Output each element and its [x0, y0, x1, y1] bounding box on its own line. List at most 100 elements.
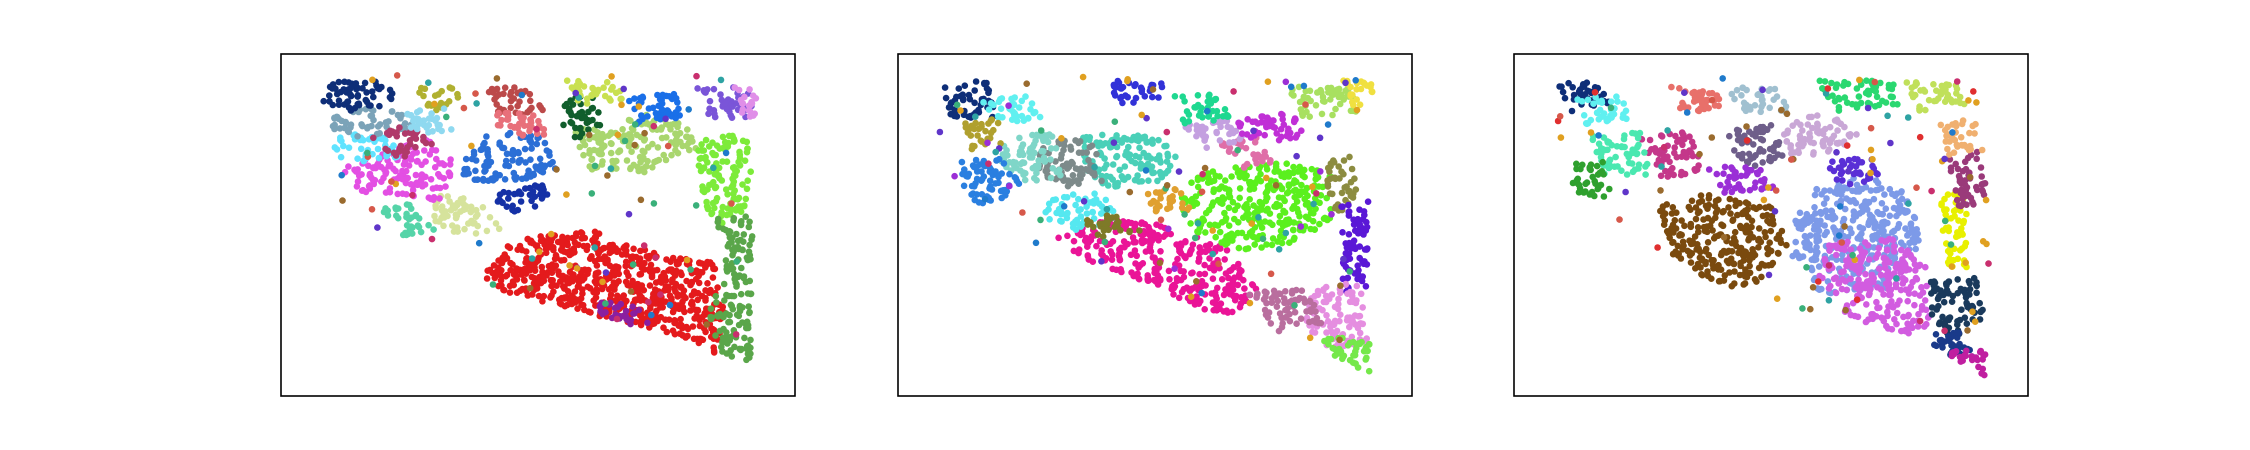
point-cluster-0-473 — [662, 277, 670, 284]
point-cluster-11-1392 — [676, 129, 684, 137]
point-cluster-21-1939 — [622, 307, 630, 315]
point-cluster-0-191 — [522, 248, 530, 255]
point-cluster-2-716 — [1116, 137, 1123, 144]
point-cluster-8-1150 — [370, 134, 377, 142]
point-cluster-3-883 — [1966, 280, 1973, 287]
point-cluster-0-594 — [656, 277, 664, 285]
point-noise-1824 — [985, 160, 992, 167]
point-cluster-7-1033 — [1243, 160, 1251, 168]
point-cluster-4-985 — [1784, 127, 1792, 134]
point-cluster-0-111 — [1717, 266, 1725, 274]
point-noise-1815 — [1037, 216, 1044, 224]
point-cluster-7-1121 — [376, 102, 383, 110]
point-cluster-1-506 — [1290, 226, 1297, 234]
point-cluster-1-497 — [1895, 198, 1902, 205]
point-cluster-17-1497 — [1275, 327, 1283, 335]
point-cluster-6-1078 — [1679, 130, 1687, 138]
point-noise-2000 — [620, 85, 627, 93]
point-cluster-20-1891 — [428, 110, 435, 117]
point-cluster-4-863 — [1022, 170, 1029, 177]
point-cluster-14-1292 — [1347, 178, 1355, 186]
point-cluster-5-933 — [965, 170, 973, 178]
point-cluster-1-671 — [543, 147, 551, 154]
point-cluster-2-718 — [1123, 148, 1130, 155]
point-cluster-0-123 — [1687, 259, 1695, 266]
point-cluster-2-795 — [1859, 253, 1866, 260]
point-cluster-0-610 — [568, 300, 576, 308]
point-cluster-11-1397 — [667, 126, 674, 133]
point-cluster-11-1399 — [683, 142, 690, 150]
point-cluster-1-549 — [1814, 222, 1822, 229]
point-cluster-0-574 — [592, 294, 600, 301]
point-cluster-0-226 — [1765, 203, 1773, 210]
point-cluster-0-228 — [1745, 213, 1752, 221]
point-cluster-11-1369 — [658, 134, 666, 142]
point-cluster-0-207 — [1116, 246, 1123, 253]
point-cluster-8-1156 — [396, 124, 403, 131]
point-cluster-14-1590 — [740, 202, 748, 210]
point-cluster-2-698 — [1911, 301, 1918, 309]
point-cluster-14-1573 — [730, 171, 738, 179]
point-noise-1995 — [533, 125, 540, 133]
point-cluster-0-235 — [1742, 199, 1750, 206]
point-cluster-4-832 — [1021, 176, 1029, 184]
point-cluster-0-554 — [522, 259, 529, 266]
point-cluster-12-1434 — [561, 102, 569, 110]
point-cluster-7-1139 — [347, 107, 355, 114]
point-cluster-0-291 — [1201, 306, 1208, 313]
point-cluster-0-273 — [1130, 239, 1137, 246]
point-cluster-15-1358 — [1354, 275, 1361, 283]
point-cluster-1-684 — [546, 152, 553, 159]
point-cluster-0-214 — [1153, 221, 1160, 228]
point-cluster-18-1861 — [407, 205, 415, 212]
point-cluster-19-1869 — [454, 90, 461, 98]
point-cluster-3-914 — [1949, 292, 1957, 300]
point-cluster-4-956 — [1794, 147, 1802, 155]
point-cluster-1-551 — [1192, 193, 1200, 200]
point-cluster-0-561 — [521, 265, 528, 273]
point-cluster-16-1803 — [705, 110, 712, 118]
point-cluster-5-1036 — [1767, 122, 1775, 129]
point-cluster-2-773 — [1875, 265, 1883, 273]
point-noise-2036 — [572, 89, 579, 97]
point-cluster-5-879 — [960, 182, 968, 190]
point-cluster-7-1141 — [347, 92, 355, 100]
point-cluster-0-99 — [1763, 211, 1771, 219]
point-cluster-2-775 — [1844, 238, 1851, 246]
point-cluster-12-1220 — [1112, 84, 1119, 91]
point-cluster-2-686 — [1157, 171, 1165, 178]
point-cluster-0-83 — [1174, 255, 1181, 263]
point-cluster-1-745 — [462, 170, 470, 178]
point-cluster-0-541 — [671, 319, 678, 327]
point-cluster-0-220 — [1755, 237, 1762, 244]
point-cluster-1-575 — [1304, 192, 1311, 200]
point-cluster-17-1531 — [1307, 308, 1315, 316]
point-cluster-1-554 — [1859, 225, 1867, 232]
point-cluster-15-1760 — [719, 338, 726, 346]
point-cluster-0-271 — [1127, 251, 1135, 259]
point-cluster-5-940 — [972, 164, 980, 171]
point-cluster-2-830 — [1872, 254, 1880, 261]
point-cluster-1-732 — [461, 165, 468, 173]
point-cluster-1-565 — [1847, 198, 1854, 205]
point-cluster-0-272 — [1173, 275, 1181, 282]
point-cluster-7-1130 — [344, 98, 352, 105]
point-cluster-1-553 — [1878, 200, 1886, 207]
point-cluster-17-1809 — [746, 86, 753, 93]
point-cluster-2-662 — [1155, 136, 1162, 144]
point-cluster-7-1138 — [368, 88, 376, 95]
point-cluster-7-1140 — [355, 101, 363, 109]
point-cluster-15-1666 — [747, 336, 754, 344]
point-cluster-0-115 — [1681, 222, 1688, 230]
point-cluster-11-1192 — [1020, 117, 1028, 124]
point-cluster-0-96 — [1167, 230, 1174, 238]
point-cluster-0-98 — [1725, 204, 1732, 211]
point-cluster-2-714 — [1157, 159, 1164, 166]
point-cluster-12-1439 — [576, 125, 584, 132]
point-cluster-21-1677 — [1269, 117, 1277, 124]
point-cluster-4-974 — [1793, 118, 1801, 126]
point-cluster-0-213 — [1670, 238, 1677, 246]
point-cluster-2-789 — [528, 197, 535, 205]
point-cluster-15-1744 — [735, 312, 743, 320]
point-cluster-1-560 — [1879, 219, 1886, 226]
